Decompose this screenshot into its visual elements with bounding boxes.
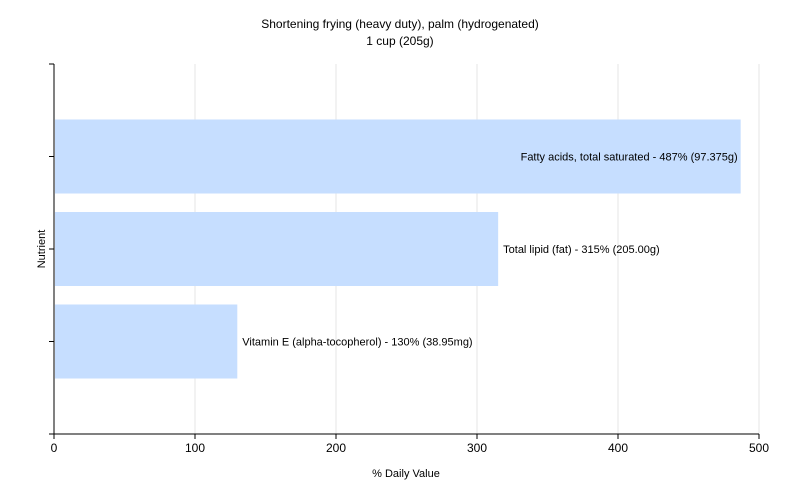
bar [55,119,741,194]
bar-value-label: Vitamin E (alpha-tocopherol) - 130% (38.… [242,337,472,349]
x-tick-label: 500 [749,441,769,455]
bar-labels: Fatty acids, total saturated - 487% (97.… [242,152,737,349]
x-tick-label: 300 [467,441,487,455]
bars [55,119,741,379]
chart-title: Shortening frying (heavy duty), palm (hy… [261,17,538,31]
chart-subtitle: 1 cup (205g) [366,34,433,48]
x-axis-title: % Daily Value [372,468,440,480]
x-tick-label: 100 [185,441,205,455]
bar-value-label: Fatty acids, total saturated - 487% (97.… [521,152,738,164]
x-tick-label: 400 [608,441,628,455]
y-axis-ticks [49,63,54,435]
x-tick-label: 200 [326,441,346,455]
bar [55,212,499,286]
x-axis-ticks: 0 100 200 300 400 500 [51,434,769,455]
x-tick-label: 0 [51,441,58,455]
bar [55,304,238,379]
bar-value-label: Total lipid (fat) - 315% (205.00g) [503,244,660,256]
y-axis-title: Nutrient [36,230,48,269]
